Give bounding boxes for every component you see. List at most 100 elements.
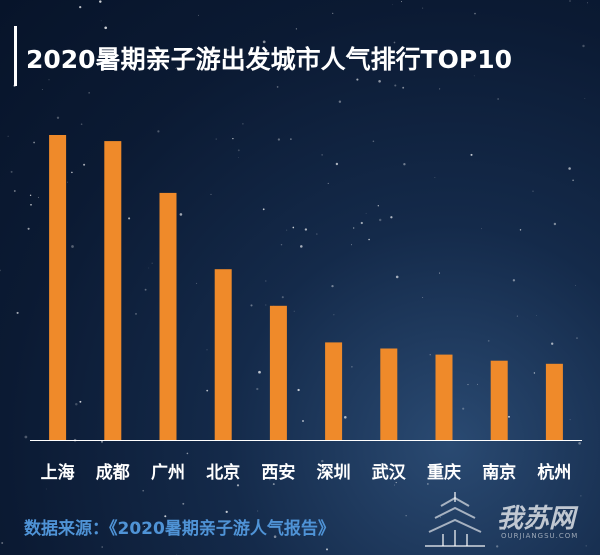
star (368, 238, 370, 241)
star (344, 416, 347, 419)
star (175, 68, 177, 70)
star (182, 502, 185, 505)
star (67, 181, 69, 183)
star (474, 12, 476, 15)
star (536, 315, 537, 316)
star (572, 179, 574, 182)
star (378, 80, 381, 83)
star (135, 312, 137, 315)
star (467, 384, 469, 386)
star (227, 49, 229, 52)
star (585, 545, 587, 547)
star (569, 419, 571, 421)
x-tick-label: 武汉 (372, 462, 407, 483)
star (164, 515, 167, 518)
star (0, 269, 1, 272)
star (439, 516, 441, 518)
star (395, 482, 397, 484)
star (335, 162, 339, 166)
star (356, 78, 359, 81)
star (250, 62, 253, 65)
title-accent-bar (14, 26, 17, 86)
star (101, 440, 103, 443)
star (148, 267, 150, 269)
star (104, 26, 108, 30)
star (215, 138, 217, 140)
x-tick-label: 广州 (151, 462, 185, 483)
star (83, 163, 86, 166)
x-tick-label: 西安 (261, 462, 295, 483)
star (403, 163, 406, 166)
star (487, 340, 490, 342)
star (196, 282, 198, 284)
bar-8 (490, 360, 508, 440)
bar-4 (269, 305, 287, 440)
star (128, 217, 131, 220)
star (333, 314, 335, 316)
star (292, 226, 295, 229)
star (29, 194, 32, 196)
star (273, 535, 277, 538)
star (262, 208, 265, 211)
tower-logo-icon (425, 492, 485, 547)
star (569, 0, 571, 2)
star (438, 272, 441, 274)
star (135, 523, 138, 526)
star (265, 304, 267, 306)
star (531, 525, 533, 527)
star (497, 98, 499, 100)
star (516, 315, 519, 317)
star (393, 41, 396, 44)
star (584, 98, 586, 100)
x-tick-label: 杭州 (537, 462, 571, 483)
star (578, 441, 581, 445)
watermark-text: 我苏网 (497, 504, 576, 534)
star (295, 28, 298, 30)
star (332, 12, 334, 15)
star (351, 365, 353, 368)
star (360, 221, 363, 225)
star (1, 542, 4, 544)
star (338, 100, 342, 103)
star (250, 304, 253, 307)
star (422, 297, 424, 299)
star (24, 435, 28, 439)
star (71, 171, 73, 174)
star (477, 383, 479, 385)
star (272, 483, 275, 486)
star (553, 222, 557, 226)
star (80, 123, 83, 125)
star (580, 495, 582, 497)
star (159, 530, 161, 532)
star (326, 548, 328, 551)
star (88, 92, 90, 94)
bar-3 (214, 269, 232, 440)
x-tick-label: 北京 (206, 462, 240, 483)
star (586, 2, 588, 4)
star (280, 243, 283, 246)
star (176, 553, 178, 555)
star (206, 349, 208, 351)
star (48, 79, 50, 81)
x-tick-label: 成都 (96, 462, 130, 483)
star (392, 3, 394, 5)
star (402, 86, 405, 89)
star (237, 149, 240, 152)
star (321, 154, 323, 156)
star (390, 216, 393, 219)
star (56, 116, 60, 119)
star (210, 193, 212, 195)
star (258, 370, 261, 374)
star (45, 488, 47, 490)
star (70, 467, 73, 471)
bar-0 (49, 135, 67, 440)
star (473, 75, 475, 77)
star (269, 478, 271, 481)
star (551, 342, 554, 345)
star (186, 452, 189, 455)
star (365, 212, 367, 214)
star (7, 135, 9, 137)
star (79, 5, 82, 9)
star (293, 310, 295, 312)
star (142, 489, 145, 492)
